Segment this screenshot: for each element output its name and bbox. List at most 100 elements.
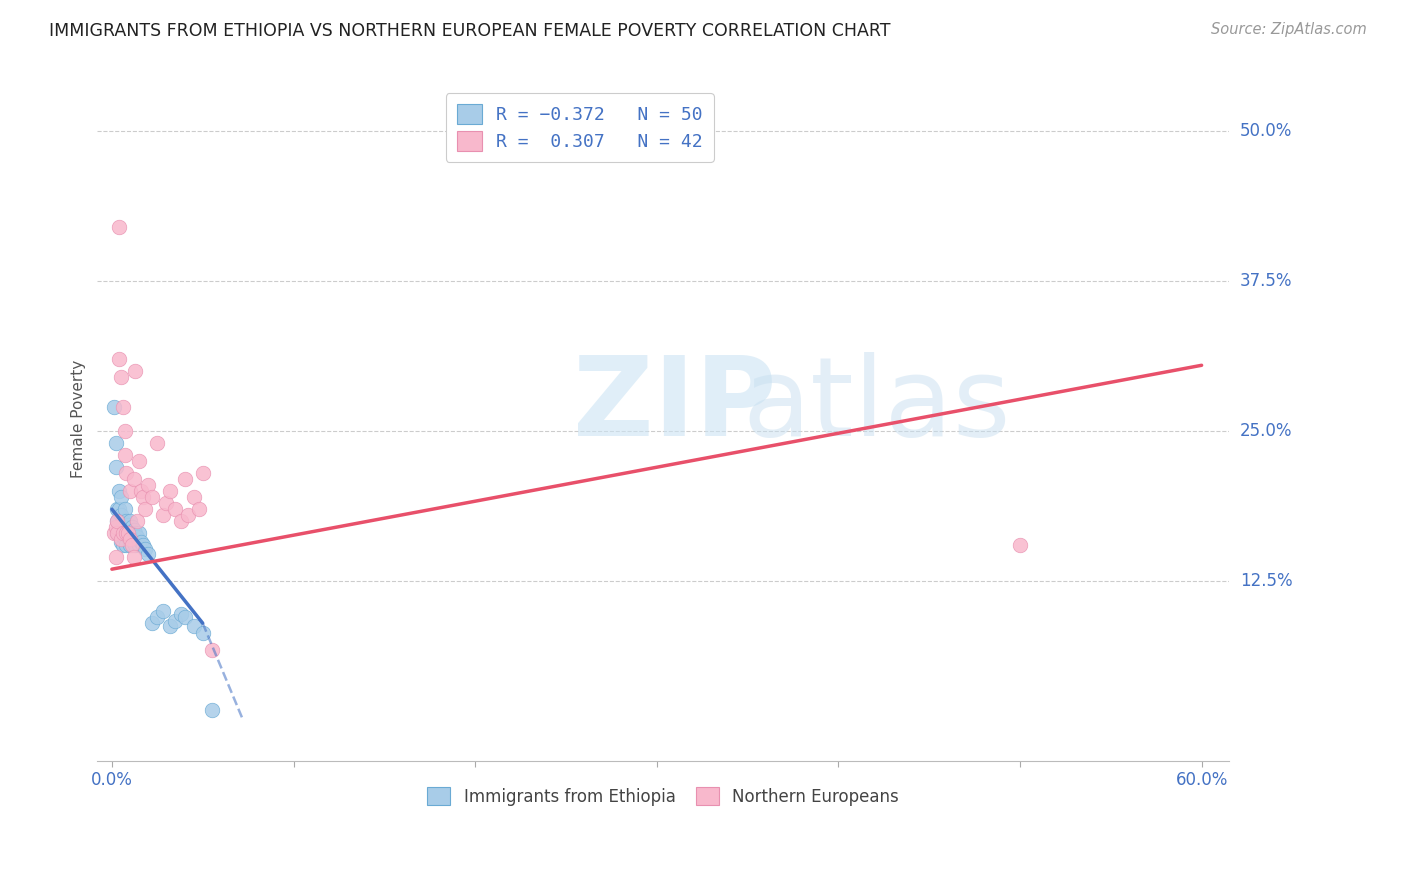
Point bbox=[108, 484, 131, 499]
Y-axis label: Female Poverty: Female Poverty bbox=[72, 360, 86, 478]
Point bbox=[104, 550, 127, 565]
Point bbox=[105, 502, 128, 516]
Point bbox=[110, 508, 132, 523]
Point bbox=[103, 526, 125, 541]
Point bbox=[122, 472, 145, 486]
Point bbox=[121, 532, 143, 546]
Point bbox=[165, 614, 187, 628]
Point bbox=[111, 526, 134, 541]
Text: 25.0%: 25.0% bbox=[1240, 422, 1292, 441]
Point bbox=[132, 490, 155, 504]
Point bbox=[146, 436, 169, 450]
Point bbox=[114, 502, 136, 516]
Text: 50.0%: 50.0% bbox=[1240, 122, 1292, 140]
Point bbox=[177, 508, 200, 523]
Point bbox=[128, 454, 150, 468]
Point bbox=[108, 502, 131, 516]
Point bbox=[122, 550, 145, 565]
Point bbox=[118, 514, 141, 528]
Point bbox=[105, 526, 128, 541]
Point bbox=[128, 526, 150, 541]
Point bbox=[159, 484, 181, 499]
Point bbox=[114, 520, 136, 534]
Text: 12.5%: 12.5% bbox=[1240, 572, 1292, 591]
Point bbox=[201, 702, 224, 716]
Point bbox=[165, 502, 187, 516]
Point bbox=[201, 642, 224, 657]
Point bbox=[121, 520, 143, 534]
Point bbox=[146, 610, 169, 624]
Point bbox=[118, 532, 141, 546]
Point bbox=[105, 526, 128, 541]
Text: atlas: atlas bbox=[742, 352, 1011, 459]
Point bbox=[111, 401, 134, 415]
Point bbox=[104, 520, 127, 534]
Point bbox=[110, 534, 132, 549]
Point bbox=[110, 490, 132, 504]
Point bbox=[118, 538, 141, 552]
Point bbox=[136, 478, 159, 492]
Point bbox=[111, 526, 134, 541]
Point bbox=[170, 607, 193, 621]
Point bbox=[173, 472, 195, 486]
Text: Source: ZipAtlas.com: Source: ZipAtlas.com bbox=[1211, 22, 1367, 37]
Point bbox=[124, 538, 146, 552]
Point bbox=[115, 538, 138, 552]
Point bbox=[191, 467, 214, 481]
Point bbox=[122, 523, 145, 537]
Point bbox=[105, 514, 128, 528]
Point bbox=[136, 547, 159, 561]
Point bbox=[152, 604, 174, 618]
Point bbox=[110, 532, 132, 546]
Point bbox=[132, 538, 155, 552]
Point bbox=[108, 520, 131, 534]
Point bbox=[128, 538, 150, 552]
Point bbox=[108, 220, 131, 235]
Point bbox=[104, 436, 127, 450]
Point bbox=[134, 502, 156, 516]
Point bbox=[105, 514, 128, 528]
Point bbox=[121, 538, 143, 552]
Point bbox=[114, 532, 136, 546]
Legend: Immigrants from Ethiopia, Northern Europeans: Immigrants from Ethiopia, Northern Europ… bbox=[419, 779, 907, 814]
Point bbox=[104, 460, 127, 475]
Point bbox=[108, 352, 131, 367]
Point bbox=[127, 530, 149, 544]
Point bbox=[1008, 538, 1031, 552]
Point bbox=[141, 490, 163, 504]
Point bbox=[152, 508, 174, 523]
Point bbox=[115, 467, 138, 481]
Text: IMMIGRANTS FROM ETHIOPIA VS NORTHERN EUROPEAN FEMALE POVERTY CORRELATION CHART: IMMIGRANTS FROM ETHIOPIA VS NORTHERN EUR… bbox=[49, 22, 891, 40]
Point bbox=[129, 534, 152, 549]
Point bbox=[111, 538, 134, 552]
Point bbox=[111, 514, 134, 528]
Point bbox=[129, 484, 152, 499]
Point bbox=[183, 490, 205, 504]
Point bbox=[103, 401, 125, 415]
Point bbox=[110, 370, 132, 384]
Point bbox=[124, 526, 146, 541]
Point bbox=[117, 530, 139, 544]
Point bbox=[159, 618, 181, 632]
Point bbox=[114, 424, 136, 438]
Point bbox=[183, 618, 205, 632]
Point bbox=[118, 484, 141, 499]
Point bbox=[155, 496, 177, 510]
Point bbox=[117, 526, 139, 541]
Point bbox=[122, 534, 145, 549]
Point bbox=[115, 514, 138, 528]
Point bbox=[173, 610, 195, 624]
Point bbox=[118, 526, 141, 541]
Point bbox=[124, 364, 146, 378]
Point bbox=[117, 517, 139, 532]
Point bbox=[110, 523, 132, 537]
Point bbox=[188, 502, 211, 516]
Text: 37.5%: 37.5% bbox=[1240, 272, 1292, 290]
Point bbox=[127, 514, 149, 528]
Point bbox=[170, 514, 193, 528]
Point bbox=[114, 448, 136, 462]
Point bbox=[141, 616, 163, 631]
Text: ZIP: ZIP bbox=[572, 352, 776, 459]
Point bbox=[134, 541, 156, 556]
Point bbox=[115, 526, 138, 541]
